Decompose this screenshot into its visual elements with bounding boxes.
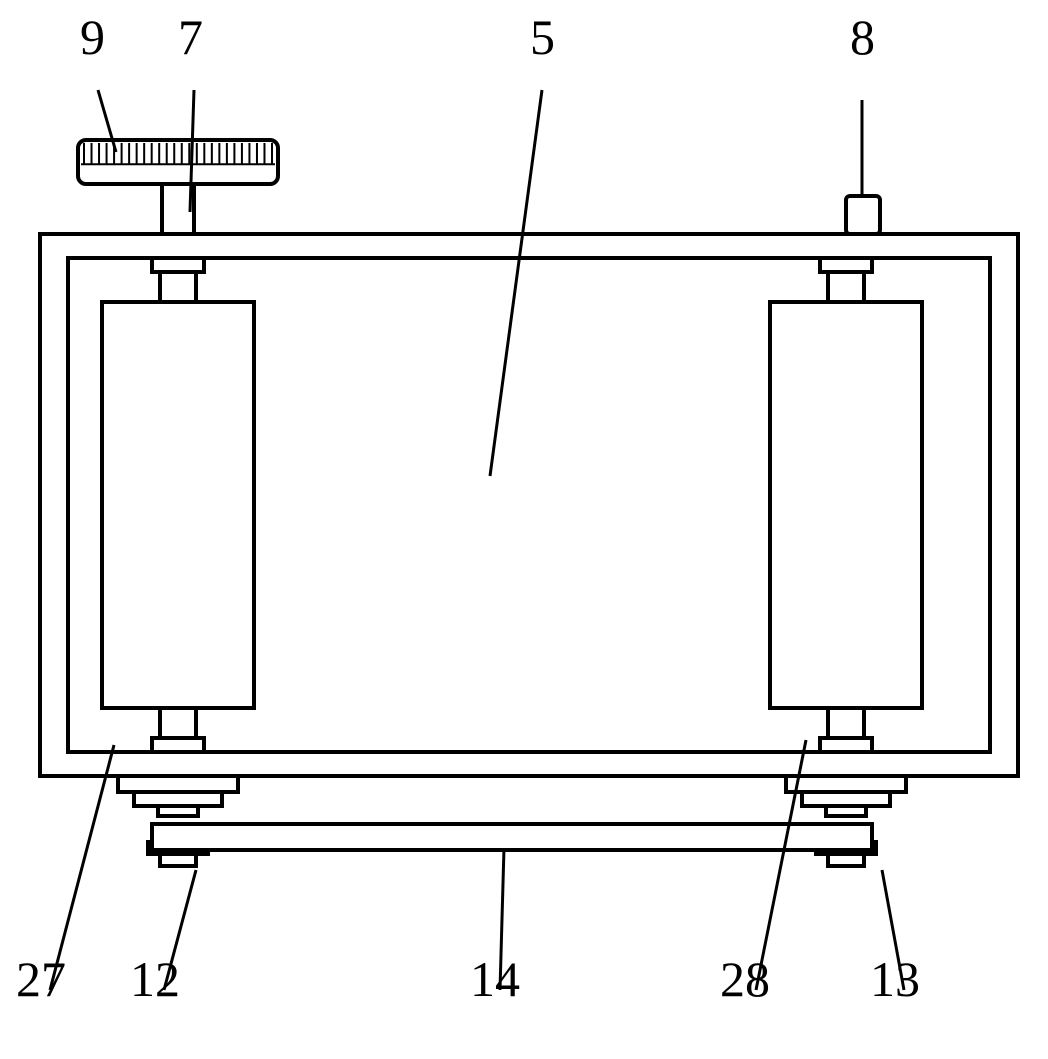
label-8: 8	[850, 8, 875, 66]
label-28: 28	[720, 950, 770, 1008]
label-27: 27	[16, 950, 66, 1008]
label-14: 14	[470, 950, 520, 1008]
label-5: 5	[530, 8, 555, 66]
label-12: 12	[130, 950, 180, 1008]
label-13: 13	[870, 950, 920, 1008]
label-9: 9	[80, 8, 105, 66]
label-7: 7	[178, 8, 203, 66]
